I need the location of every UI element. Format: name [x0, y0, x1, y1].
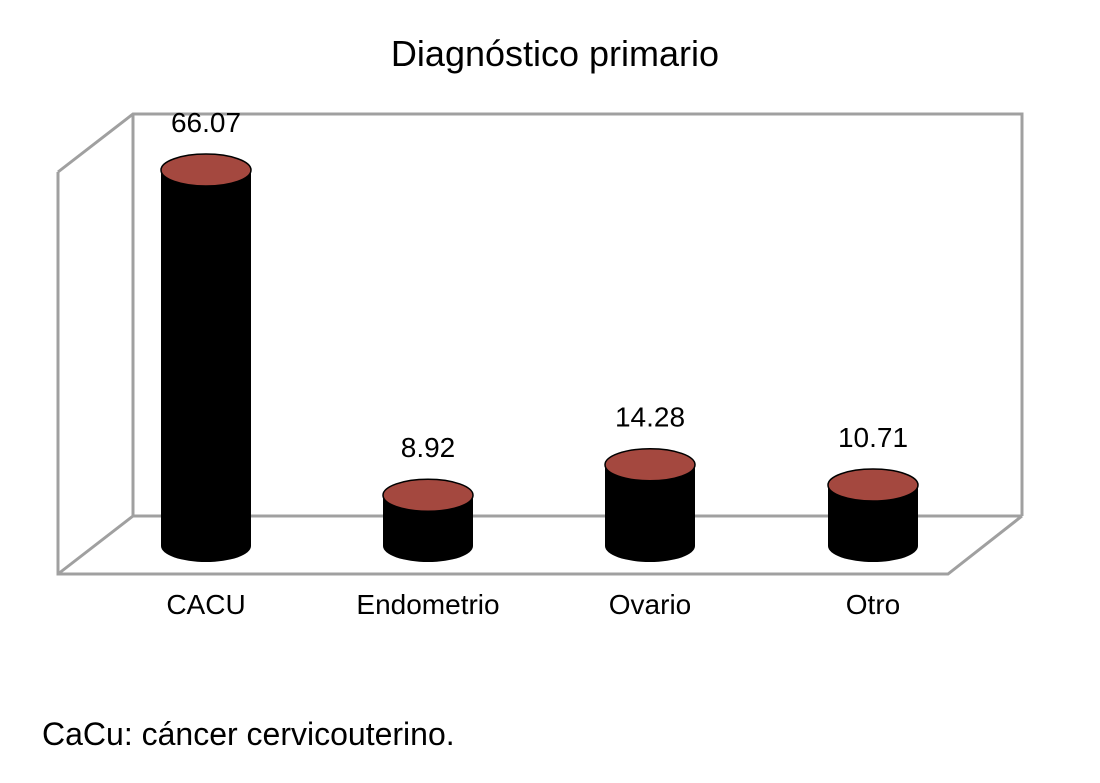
bar-body-otro: [828, 485, 918, 562]
bar-body-ovario: [605, 464, 695, 562]
value-labels: 66.07 8.92 14.28 10.71: [171, 107, 908, 463]
category-label-cacu: CACU: [166, 589, 245, 620]
value-label-cacu: 66.07: [171, 107, 241, 138]
category-label-ovario: Ovario: [609, 589, 691, 620]
bar-body-endometrio: [383, 495, 473, 562]
category-label-otro: Otro: [846, 589, 900, 620]
bar-top-endometrio: [382, 478, 474, 512]
value-label-endometrio: 8.92: [401, 432, 456, 463]
bar-endometrio: [382, 478, 474, 562]
bar-top-ovario: [604, 447, 696, 482]
frame-back-top: [57, 112, 1024, 516]
bar-otro: [827, 468, 919, 562]
frame-front-floor: [56, 172, 1023, 576]
frame-floor-left: [57, 514, 134, 576]
bar-ovario: [604, 447, 696, 562]
category-labels: CACU Endometrio Ovario Otro: [166, 589, 900, 620]
chart-title: Diagnóstico primario: [391, 33, 719, 74]
value-label-ovario: 14.28: [615, 402, 685, 433]
value-label-otro: 10.71: [838, 422, 908, 453]
bar-top-cacu: [160, 153, 252, 187]
category-label-endometrio: Endometrio: [356, 589, 499, 620]
bar-cacu: [160, 153, 252, 562]
footnote: CaCu: cáncer cervicouterino.: [42, 716, 455, 752]
bar-body-cacu: [161, 170, 251, 562]
bar-top-otro: [827, 468, 919, 502]
bars: [160, 153, 919, 562]
